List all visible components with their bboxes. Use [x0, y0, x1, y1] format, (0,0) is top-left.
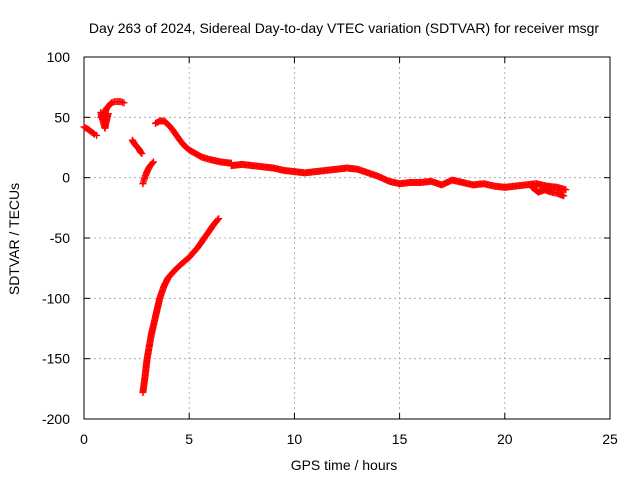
x-tick-label: 5: [185, 431, 193, 447]
data-point-dense: [104, 111, 112, 119]
data-point-dense: [179, 140, 187, 148]
y-tick-label: 100: [47, 49, 71, 65]
data-point-dense: [558, 191, 566, 199]
data-point-dense: [145, 164, 153, 172]
chart-title: Day 263 of 2024, Sidereal Day-to-day VTE…: [89, 20, 599, 36]
y-tick-label: 0: [62, 170, 70, 186]
data-point-dense: [560, 185, 568, 193]
data-point-dense: [136, 147, 144, 155]
y-tick-label: -200: [42, 411, 70, 427]
data-point-dense: [213, 217, 221, 225]
data-point-dense: [88, 129, 96, 137]
data-point-dense: [81, 124, 89, 132]
x-tick-label: 15: [392, 431, 408, 447]
data-point-dense: [214, 216, 222, 224]
y-tick-label: -50: [50, 230, 70, 246]
y-tick-label: -150: [42, 351, 70, 367]
data-point-dense: [148, 159, 156, 167]
data-point-dense: [166, 123, 174, 131]
x-tick-label: 10: [287, 431, 303, 447]
y-tick-label: -100: [42, 290, 70, 306]
x-tick-label: 20: [497, 431, 513, 447]
data-point-dense: [135, 146, 143, 154]
plot-frame: [83, 56, 611, 420]
x-tick-label: 0: [80, 431, 88, 447]
y-tick-labels: -200 -150 -100 -50 0 50 100: [42, 49, 70, 427]
data-point-dense: [129, 137, 137, 145]
data-point-dense: [102, 106, 110, 114]
x-tick-labels: 0 5 10 15 20 25: [80, 431, 618, 447]
data-point-dense: [147, 160, 155, 168]
data-points: [80, 98, 570, 396]
x-axis-label: GPS time / hours: [291, 457, 398, 473]
data-point-dense: [195, 152, 203, 160]
y-axis-label: SDTVAR / TECUs: [6, 183, 22, 295]
y-tick-label: 50: [54, 109, 70, 125]
data-point-dense: [118, 98, 126, 106]
data-point-dense: [139, 178, 147, 186]
x-tick-label: 25: [602, 431, 618, 447]
data-point-dense: [175, 135, 183, 143]
data-point-dense: [153, 119, 161, 127]
axis-ticks: [83, 56, 611, 420]
data-point-dense: [89, 129, 97, 137]
data-point-dense: [171, 129, 179, 137]
grid-lines: [84, 57, 610, 419]
data-point-dense: [189, 148, 197, 156]
